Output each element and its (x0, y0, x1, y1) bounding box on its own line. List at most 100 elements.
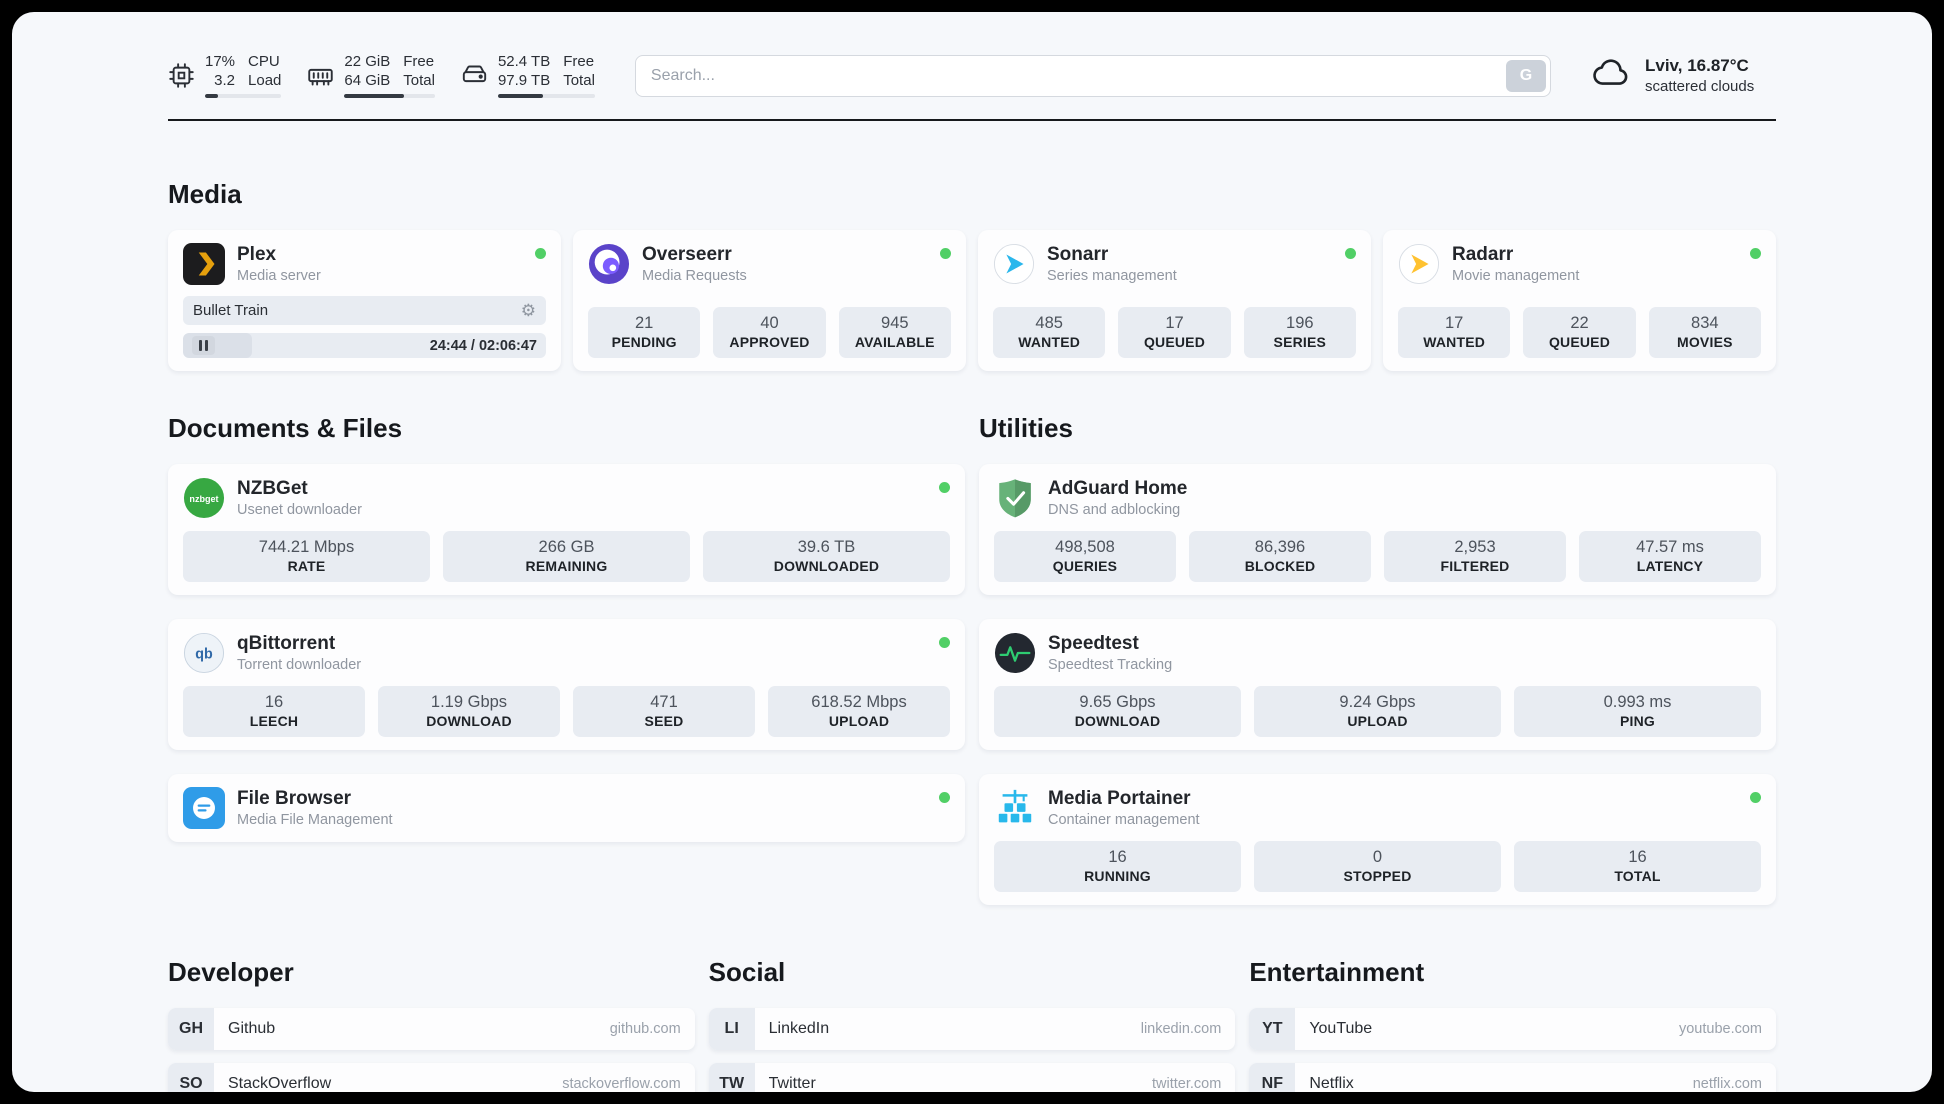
stat-tile: 16 TOTAL (1514, 841, 1761, 892)
stat-label: UPLOAD (1347, 713, 1408, 729)
app-card-adguard[interactable]: AdGuard Home DNS and adblocking 498,508 … (979, 464, 1776, 595)
stat-value: 17 (1444, 314, 1464, 332)
stat-tile: 9.65 Gbps DOWNLOAD (994, 686, 1241, 737)
gear-icon[interactable]: ⚙ (520, 301, 536, 320)
cpu-label-bottom: Load (248, 72, 282, 89)
stat-value: 1.19 Gbps (430, 693, 508, 711)
app-card-filebrowser[interactable]: File Browser Media File Management (168, 774, 965, 842)
bookmark-netflix[interactable]: NF Netflix netflix.com (1249, 1063, 1776, 1092)
app-card-qbittorrent[interactable]: qb qBittorrent Torrent downloader 16 LEE… (168, 619, 965, 750)
bookmark-stackoverflow[interactable]: SO StackOverflow stackoverflow.com (168, 1063, 695, 1092)
stat-label: APPROVED (729, 334, 810, 350)
stat-value: 9.65 Gbps (1079, 693, 1156, 711)
stat-label: WANTED (1423, 334, 1486, 350)
disk-progress-bar (497, 94, 595, 99)
bookmark-abbr: LI (708, 1008, 755, 1050)
section-title-social: Social (708, 957, 786, 987)
bookmark-youtube[interactable]: YT YouTube youtube.com (1249, 1008, 1776, 1050)
stat-value: 744.21 Mbps (258, 538, 355, 556)
bookmark-url: github.com (609, 1021, 681, 1037)
bookmark-linkedin[interactable]: LI LinkedIn linkedin.com (708, 1008, 1236, 1050)
bookmark-name: YouTube (1309, 1020, 1373, 1037)
stat-label: STOPPED (1343, 868, 1412, 884)
section-title-media: Media (168, 179, 242, 209)
weather-location: Lviv, 16.87°C (1645, 56, 1749, 75)
app-card-speedtest[interactable]: Speedtest Speedtest Tracking 9.65 Gbps D… (979, 619, 1776, 750)
stat-label: SEED (644, 713, 684, 729)
app-name: File Browser (237, 787, 352, 809)
stat-value: 47.57 ms (1636, 538, 1704, 556)
stat-value: 39.6 TB (797, 538, 856, 556)
stat-value: 471 (650, 693, 678, 711)
bookmark-github[interactable]: GH Github github.com (168, 1008, 695, 1050)
stat-value: 0.993 ms (1603, 693, 1672, 711)
speedtest-icon (994, 632, 1036, 674)
stat-label: LATENCY (1636, 558, 1704, 574)
disk-total-value: 97.9 TB (497, 72, 551, 89)
stat-label: DOWNLOADED (773, 558, 880, 574)
section-social: Social LI LinkedIn linkedin.com TW Twitt… (708, 957, 1236, 1092)
stat-label: PENDING (611, 334, 677, 350)
svg-text:nzbget: nzbget (189, 494, 218, 504)
cpu-load-value: 3.2 (214, 72, 236, 89)
bookmark-name: Github (228, 1020, 276, 1037)
section-title-documents: Documents & Files (168, 413, 403, 443)
stat-value: 86,396 (1254, 538, 1306, 556)
section-title-utilities: Utilities (979, 413, 1073, 443)
ram-total-value: 64 GiB (344, 72, 391, 89)
stat-value: 2,953 (1454, 538, 1496, 556)
stat-label: BLOCKED (1244, 558, 1316, 574)
bookmark-url: linkedin.com (1140, 1021, 1222, 1037)
stat-label: SERIES (1273, 334, 1327, 350)
app-card-sonarr[interactable]: Sonarr Series management 485 WANTED 17 Q… (978, 230, 1371, 371)
filebrowser-icon (183, 787, 225, 829)
stat-tile: 834 MOVIES (1648, 307, 1761, 358)
stat-label: DOWNLOAD (426, 713, 512, 729)
app-name: qBittorrent (237, 632, 336, 654)
section-entertainment: Entertainment YT YouTube youtube.com NF … (1249, 957, 1776, 1092)
stat-tile: 498,508 QUERIES (994, 531, 1176, 582)
stat-label: QUEUED (1143, 334, 1206, 350)
bookmark-abbr: YT (1249, 1008, 1296, 1050)
stat-value: 16 (1628, 848, 1647, 866)
app-card-plex[interactable]: Plex Media server Bullet Train ⚙ 24:44 /… (168, 230, 561, 371)
bookmark-twitter[interactable]: TW Twitter twitter.com (708, 1063, 1236, 1092)
playback-progress[interactable]: 24:44 / 02:06:47 (183, 333, 546, 358)
status-dot (939, 637, 950, 648)
portainer-icon (994, 787, 1036, 829)
radarr-icon (1398, 243, 1440, 285)
stat-tile: 2,953 FILTERED (1384, 531, 1566, 582)
stat-label: RUNNING (1084, 868, 1151, 884)
app-card-radarr[interactable]: Radarr Movie management 17 WANTED 22 QUE… (1383, 230, 1776, 371)
stat-tile: 485 WANTED (993, 307, 1106, 358)
app-card-overseerr[interactable]: Overseerr Media Requests 21 PENDING 40 A… (573, 230, 966, 371)
stat-value: 498,508 (1055, 538, 1115, 556)
bookmark-abbr: NF (1249, 1063, 1296, 1092)
app-card-portainer[interactable]: Media Portainer Container management 16 … (979, 774, 1776, 905)
search-engine-button[interactable]: G (1506, 59, 1546, 92)
stat-tile: 21 PENDING (588, 307, 701, 358)
app-subtitle: Media File Management (237, 812, 393, 829)
stat-label: UPLOAD (828, 713, 890, 729)
ram-label-bottom: Total (403, 72, 435, 89)
sonarr-icon (993, 243, 1035, 285)
app-card-nzbget[interactable]: nzbget NZBGet Usenet downloader 744.21 M… (168, 464, 965, 595)
pause-icon[interactable] (192, 336, 215, 355)
ram-progress-bar (344, 94, 435, 99)
disk-free-value: 52.4 TB (497, 52, 551, 70)
search-input[interactable] (634, 54, 1551, 97)
weather-widget: Lviv, 16.87°C scattered clouds (1591, 52, 1776, 99)
app-name: Plex (237, 243, 277, 265)
ram-free-value: 22 GiB (344, 52, 391, 70)
stat-label: PING (1619, 713, 1656, 729)
app-name: Speedtest (1048, 632, 1139, 654)
stat-label: TOTAL (1614, 868, 1661, 884)
overseerr-icon (588, 243, 630, 285)
bookmark-name: StackOverflow (228, 1075, 332, 1092)
status-dot (1750, 792, 1761, 803)
section-developer: Developer GH Github github.com SO StackO… (168, 957, 695, 1092)
ram-icon (307, 62, 334, 89)
app-subtitle: Speedtest Tracking (1048, 657, 1173, 674)
app-subtitle: Usenet downloader (237, 502, 362, 519)
stat-tile: 471 SEED (573, 686, 755, 737)
